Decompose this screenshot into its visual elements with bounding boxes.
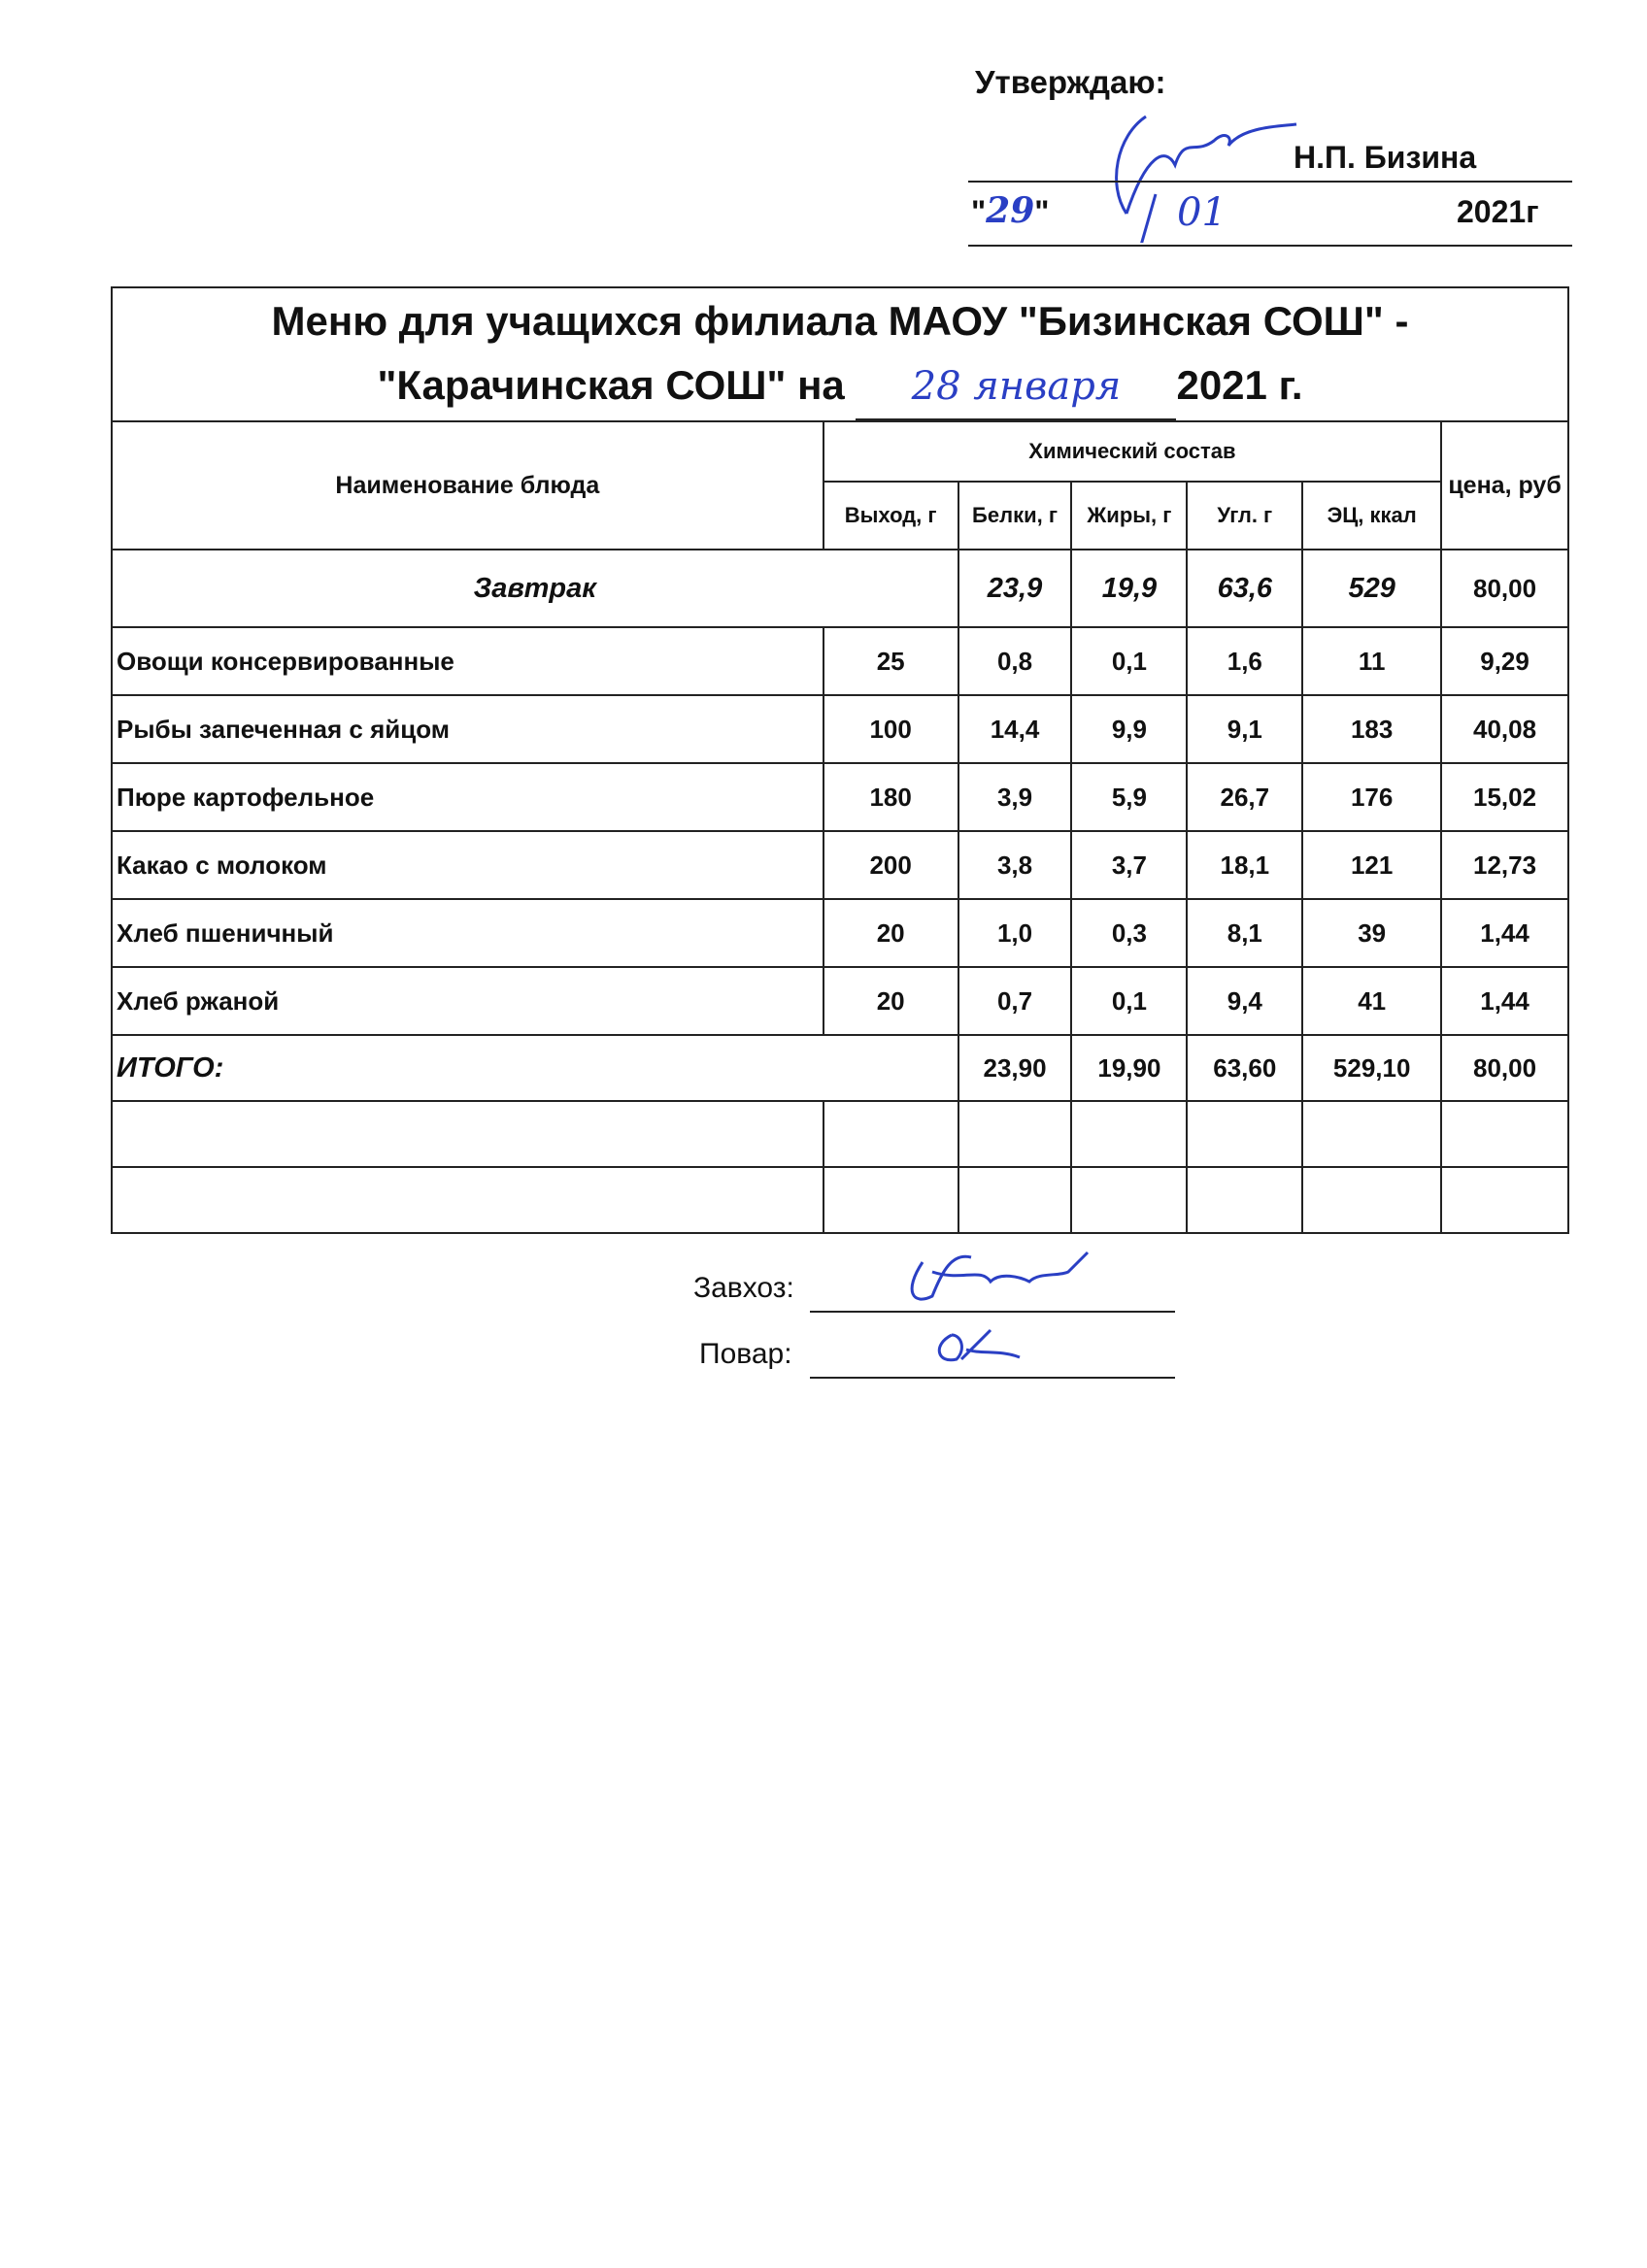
cell-value: 3,7 — [1070, 830, 1189, 900]
table-row: Хлеб ржаной 20 0,7 0,1 9,4 41 1,44 — [111, 966, 1569, 1036]
table-row: Овощи консервированные 25 0,8 0,1 1,6 11 9,29 — [111, 626, 1569, 696]
header-col: Жиры, г — [1070, 481, 1189, 550]
section-row: Завтрак 23,9 19,9 63,6 529 80,00 — [111, 549, 1569, 628]
cell-value: 25 — [822, 626, 959, 696]
header-col: Белки, г — [957, 481, 1073, 550]
cell-value: 0,1 — [1070, 966, 1189, 1036]
header-col: Выход, г — [822, 481, 959, 550]
divider — [968, 181, 1572, 183]
cell-value: 0,3 — [1070, 898, 1189, 968]
cook-line — [810, 1377, 1175, 1379]
cell-value: 20 — [822, 966, 959, 1036]
cell-value: 121 — [1301, 830, 1443, 900]
dish-name: Пюре картофельное — [111, 762, 824, 832]
table-row: Рыбы запеченная с яйцом 100 14,4 9,9 9,1 183 4… — [111, 694, 1569, 764]
cell-value: 1,44 — [1440, 898, 1569, 968]
divider — [968, 245, 1572, 247]
cell-value: 14,4 — [957, 694, 1073, 764]
table-row: Какао с молоком 200 3,8 3,7 18,1 121 12,73 — [111, 830, 1569, 900]
cell-value: 3,9 — [957, 762, 1073, 832]
dish-name: Рыбы запеченная с яйцом — [111, 694, 824, 764]
cell-value: 15,02 — [1440, 762, 1569, 832]
cell-value: 18,1 — [1186, 830, 1304, 900]
cell-value: 41 — [1301, 966, 1443, 1036]
cell-value: 9,9 — [1070, 694, 1189, 764]
dish-name: Какао с молоком — [111, 830, 824, 900]
cell-value: 200 — [822, 830, 959, 900]
signer-name: Н.П. Бизина — [1294, 140, 1477, 175]
cell-value: 9,4 — [1186, 966, 1304, 1036]
cell-value: 0,1 — [1070, 626, 1189, 696]
cell-value: 1,0 — [957, 898, 1073, 968]
cell-value: 12,73 — [1440, 830, 1569, 900]
dish-name: Овощи консервированные — [111, 626, 824, 696]
menu-table: Меню для учащихся филиала МАОУ "Бизинска… — [111, 286, 1569, 1234]
cell-value: 26,7 — [1186, 762, 1304, 832]
header-dish: Наименование блюда — [111, 420, 824, 550]
empty-row — [111, 1166, 1569, 1234]
cell-value: 5,9 — [1070, 762, 1189, 832]
cell-value: 3,8 — [957, 830, 1073, 900]
storekeeper-label: Завхоз: — [693, 1272, 794, 1304]
cell-value: 8,1 — [1186, 898, 1304, 968]
cell-value: 9,1 — [1186, 694, 1304, 764]
table-row: Хлеб пшеничный 20 1,0 0,3 8,1 39 1,44 — [111, 898, 1569, 968]
menu-title: Меню для учащихся филиала МАОУ "Бизинска… — [111, 286, 1569, 422]
storekeeper-line — [810, 1311, 1175, 1313]
cell-value: 176 — [1301, 762, 1443, 832]
cell-value: 39 — [1301, 898, 1443, 968]
dish-name: Хлеб пшеничный — [111, 898, 824, 968]
table-row: Пюре картофельное 180 3,9 5,9 26,7 176 15,02 — [111, 762, 1569, 832]
approval-year: 2021г — [1457, 194, 1539, 229]
menu-date: 28 января — [856, 354, 1177, 420]
cook-signature — [938, 1328, 1021, 1362]
header-col: ЭЦ, ккал — [1301, 481, 1443, 550]
director-signature — [1115, 115, 1297, 243]
cell-value: 0,8 — [957, 626, 1073, 696]
cell-value: 1,44 — [1440, 966, 1569, 1036]
cell-value: 180 — [822, 762, 959, 832]
cell-value: 40,08 — [1440, 694, 1569, 764]
approval-month: 01 — [1177, 190, 1227, 235]
cook-label: Повар: — [699, 1338, 792, 1370]
header-price: цена, руб — [1440, 420, 1569, 550]
header-col: Угл. г — [1186, 481, 1304, 550]
header-chem: Химический состав — [822, 420, 1443, 483]
cell-value: 9,29 — [1440, 626, 1569, 696]
approval-day: "29" — [971, 190, 1050, 231]
cell-value: 183 — [1301, 694, 1443, 764]
approval-label: Утверждаю: — [975, 64, 1166, 100]
cell-value: 11 — [1301, 626, 1443, 696]
total-row: ИТОГО: 23,90 19,90 63,60 529,10 80,00 — [111, 1034, 1569, 1102]
empty-row — [111, 1100, 1569, 1168]
cell-value: 1,6 — [1186, 626, 1304, 696]
cell-value: 0,7 — [957, 966, 1073, 1036]
storekeeper-signature — [910, 1251, 1090, 1301]
dish-name: Хлеб ржаной — [111, 966, 824, 1036]
cell-value: 100 — [822, 694, 959, 764]
cell-value: 20 — [822, 898, 959, 968]
